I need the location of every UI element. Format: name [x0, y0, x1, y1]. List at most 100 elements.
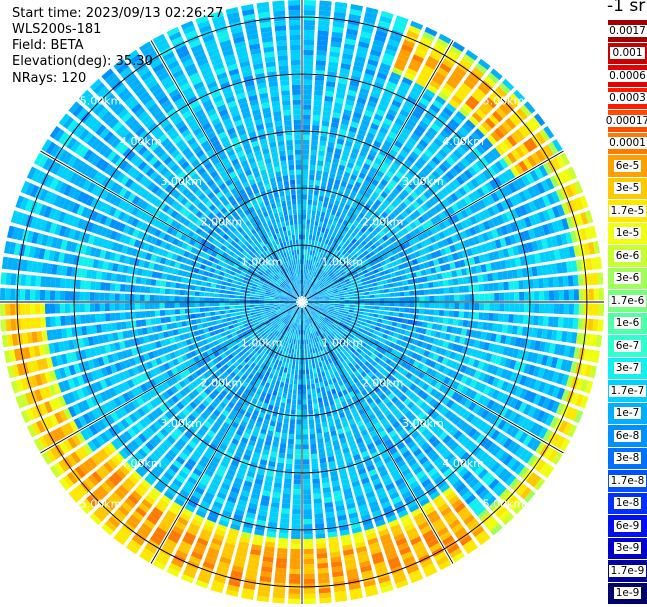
range-gate-cell — [270, 310, 277, 314]
range-gate-cell — [375, 262, 382, 268]
range-gate-cell — [293, 379, 298, 385]
range-gate-cell — [179, 540, 192, 550]
range-gate-cell — [84, 426, 94, 439]
range-gate-cell — [325, 212, 331, 219]
range-gate-cell — [169, 482, 180, 492]
range-gate-cell — [397, 334, 405, 340]
range-gate-cell — [222, 378, 230, 386]
range-gate-cell — [346, 386, 353, 394]
range-gate-cell — [194, 432, 203, 441]
range-gate-cell — [299, 354, 302, 360]
range-gate-cell — [377, 352, 384, 359]
range-gate-cell — [290, 327, 294, 334]
range-gate-cell — [456, 269, 463, 277]
range-gate-cell — [235, 429, 244, 437]
range-gate-cell — [126, 458, 137, 469]
range-gate-cell — [134, 436, 144, 447]
range-gate-cell — [256, 326, 262, 331]
range-gate-cell — [389, 376, 397, 384]
range-gate-cell — [335, 504, 345, 512]
range-gate-cell — [477, 83, 490, 95]
range-gate-cell — [184, 360, 192, 368]
range-gate-cell — [259, 330, 265, 335]
range-gate-cell — [314, 302, 320, 304]
range-gate-cell — [384, 157, 393, 166]
range-gate-cell — [114, 436, 125, 448]
range-gate-cell — [385, 135, 395, 144]
range-gate-cell — [329, 546, 340, 553]
range-gate-cell — [399, 109, 410, 118]
range-gate-cell — [126, 442, 136, 454]
range-gate-cell — [253, 483, 262, 490]
range-gate-cell — [398, 167, 407, 176]
range-gate-cell — [177, 424, 186, 434]
range-gate-cell — [585, 380, 594, 394]
range-gate-cell — [314, 80, 324, 86]
range-gate-cell — [344, 365, 351, 372]
range-gate-cell — [513, 314, 519, 324]
range-gate-cell — [294, 459, 302, 465]
range-gate-cell — [424, 358, 432, 366]
range-gate-cell — [281, 503, 291, 509]
range-gate-cell — [319, 597, 332, 604]
range-gate-cell — [314, 251, 318, 257]
range-gate-cell — [275, 567, 287, 574]
range-gate-cell — [314, 523, 325, 529]
range-gate-cell — [306, 291, 310, 296]
range-gate-cell — [518, 466, 530, 479]
range-gate-cell — [195, 509, 207, 519]
range-gate-cell — [339, 201, 346, 209]
range-gate-cell — [366, 132, 376, 140]
range-gate-cell — [280, 334, 285, 340]
range-gate-cell — [592, 319, 599, 332]
range-gate-cell — [267, 366, 273, 373]
range-gate-cell — [324, 161, 331, 168]
range-gate-cell — [333, 585, 346, 593]
range-gate-cell — [196, 482, 207, 491]
range-gate-cell — [108, 475, 120, 487]
range-gate-cell — [303, 588, 316, 595]
range-gate-cell — [344, 492, 354, 500]
range-gate-cell — [486, 230, 494, 240]
range-gate-cell — [265, 348, 271, 355]
range-gate-cell — [350, 353, 357, 360]
range-gate-cell — [420, 328, 427, 335]
range-gate-cell — [348, 217, 355, 225]
range-gate-cell — [259, 575, 272, 583]
range-gate-cell — [592, 350, 600, 363]
range-gate-cell — [303, 274, 305, 280]
range-gate-cell — [226, 334, 233, 340]
range-gate-cell — [579, 195, 589, 209]
range-gate-cell — [327, 328, 333, 334]
range-gate-cell — [427, 467, 438, 477]
range-gate-cell — [551, 206, 561, 218]
range-gate-cell — [312, 393, 317, 399]
range-gate-cell — [459, 336, 466, 345]
range-gate-cell — [318, 323, 323, 329]
range-gate-cell — [291, 306, 296, 310]
range-gate-cell — [348, 178, 356, 186]
range-gate-cell — [335, 282, 341, 287]
range-gate-cell — [241, 374, 248, 381]
range-gate-cell — [385, 239, 392, 246]
range-gate-cell — [490, 401, 500, 412]
range-gate-cell — [433, 309, 440, 316]
range-gate-cell — [315, 286, 320, 291]
range-gate-cell — [330, 193, 337, 200]
range-gate-cell — [356, 348, 363, 354]
range-gate-cell — [338, 380, 344, 387]
range-gate-cell — [377, 382, 385, 389]
range-gate-cell — [382, 344, 389, 351]
range-gate-cell — [374, 187, 383, 195]
range-gate-cell — [449, 45, 463, 57]
range-gate-cell — [137, 407, 146, 417]
range-gate-cell — [322, 222, 328, 229]
range-gate-cell — [322, 319, 328, 324]
range-gate-cell — [266, 312, 272, 316]
range-gate-cell — [567, 166, 578, 180]
range-gate-cell — [318, 329, 323, 335]
range-gate-cell — [312, 488, 321, 494]
range-gate-cell — [291, 306, 296, 311]
range-gate-cell — [305, 264, 308, 270]
range-gate-cell — [263, 418, 270, 425]
